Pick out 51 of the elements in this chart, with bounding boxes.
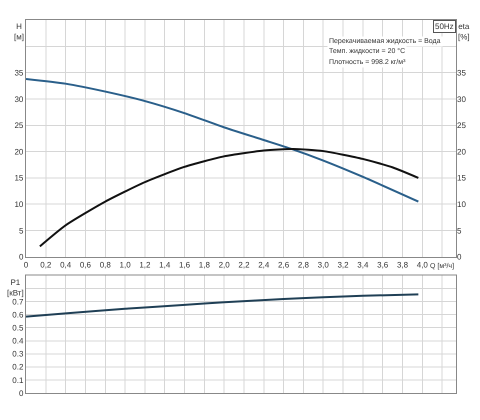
x-tick-label: 1,4 [159, 260, 171, 270]
y-tick-label: 0.5 [12, 324, 24, 333]
y2-tick-label: 20 [457, 147, 466, 156]
y-tick-label: 35 [14, 68, 24, 78]
y2-tick-label: 30 [457, 94, 466, 104]
x-tick-label: 1,8 [198, 260, 210, 270]
x-tick-label: 2,4 [258, 260, 270, 270]
y-tick-label: 25 [14, 121, 24, 130]
x-tick-label: 3,6 [377, 260, 389, 270]
y2-tick-label: 0 [457, 252, 462, 262]
y-tick-label: 0.2 [12, 362, 24, 372]
x-tick-label: 3,8 [396, 260, 409, 270]
x-tick-label: 0,4 [60, 260, 72, 270]
x-tick-label: 1,2 [139, 260, 151, 270]
y2-tick-label: 25 [457, 121, 466, 130]
line-series [38, 148, 420, 248]
y2-axis-title: eta [%] [458, 22, 470, 42]
y-tick-label: 0.6 [12, 310, 24, 320]
y-tick-label: 0 [18, 388, 24, 398]
y-tick-label: 0.1 [12, 376, 24, 385]
x-tick-label: 1,6 [178, 260, 191, 270]
y-tick-label: 10 [14, 200, 24, 210]
y-tick-label: 0.4 [12, 336, 24, 346]
x-tick-label: 4,0 [416, 260, 428, 270]
y-tick-label: 5 [18, 226, 24, 236]
annotation: 50Hz [435, 22, 454, 31]
x-tick-label: 3,0 [318, 260, 330, 270]
y-axis-title: H [м] [14, 22, 24, 42]
x-tick-label: 0,2 [40, 260, 52, 270]
x-tick-label: 3,4 [357, 260, 369, 270]
y-tick-label: 0.3 [12, 350, 24, 359]
y2-tick-label: 5 [457, 226, 462, 236]
x-tick-label: 2,8 [298, 260, 310, 270]
y2-tick-label: 10 [457, 200, 466, 210]
y-tick-label: 0.7 [12, 297, 24, 306]
y-tick-label: 20 [14, 147, 24, 156]
x-tick-label: 1,0 [120, 260, 132, 270]
y-tick-label: 15 [14, 174, 24, 183]
y-tick-label: 30 [14, 94, 24, 104]
y-axis-title: P1 [кВт] [7, 278, 24, 298]
x-tick-label: 2,2 [238, 260, 250, 270]
x-tick-label: 0,6 [80, 260, 92, 270]
x-tick-label: 0,8 [100, 260, 112, 270]
x-tick-label: 2,6 [278, 260, 290, 270]
x-tick-label: 2,0 [218, 260, 230, 270]
y2-tick-label: 15 [457, 174, 466, 183]
y-tick-label: 0 [18, 252, 24, 262]
line-series [26, 293, 420, 318]
line-series [26, 78, 420, 203]
x-tick-label: 3,2 [337, 260, 350, 270]
y2-tick-label: 35 [457, 68, 466, 78]
